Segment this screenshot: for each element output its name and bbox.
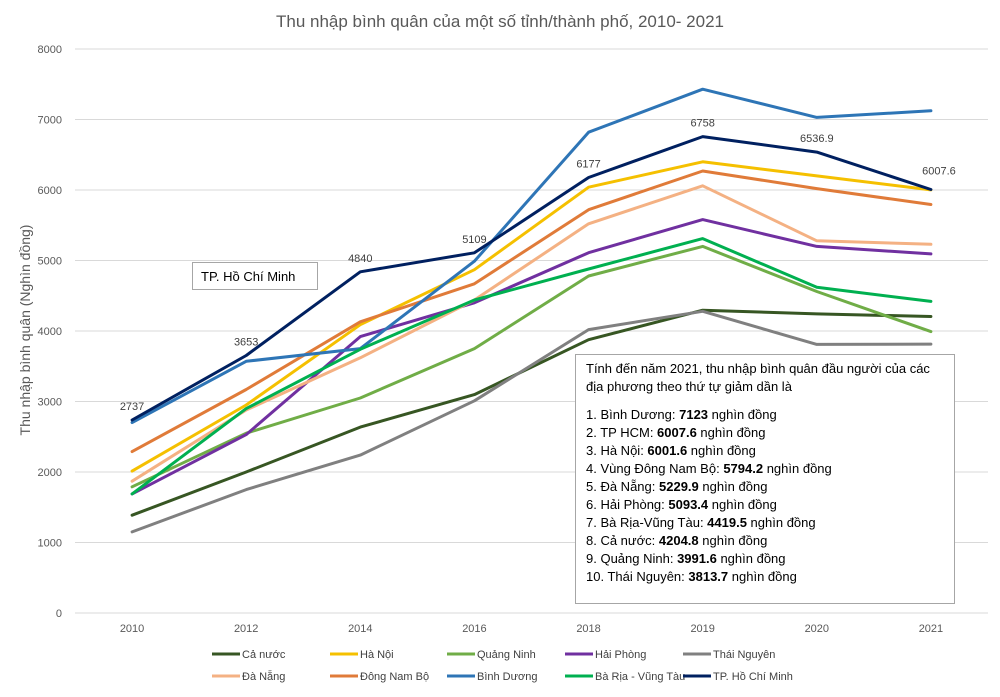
ranking-value: 6001.6 xyxy=(647,443,688,458)
x-tick-labels: 2010 2012 2014 2016 2018 2019 2020 2021 xyxy=(120,623,943,635)
data-label: 5109 xyxy=(462,234,486,246)
y-tick-label: 8000 xyxy=(38,44,62,56)
ranking-item: 6. Hải Phòng: 5093.4 nghìn đồng xyxy=(586,496,944,514)
ranking-unit: nghìn đồng xyxy=(716,551,786,566)
y-tick-label: 4000 xyxy=(38,326,62,338)
ranking-place: 4. Vùng Đông Nam Bộ: xyxy=(586,461,724,476)
ranking-unit: nghìn đồng xyxy=(728,569,797,584)
legend-label: Quảng Ninh xyxy=(477,649,536,661)
ranking-unit: nghìn đồng xyxy=(696,425,766,440)
x-tick-label: 2020 xyxy=(805,623,829,635)
ranking-place: 7. Bà Rịa-Vũng Tàu: xyxy=(586,515,708,530)
series-line xyxy=(130,184,933,483)
x-tick-label: 2012 xyxy=(234,623,258,635)
ranking-place: 10. Thái Nguyên: xyxy=(586,569,689,584)
ranking-list: 1. Bình Dương: 7123 nghìn đồng 2. TP HCM:… xyxy=(586,406,944,586)
ranking-item: 3. Hà Nội: 6001.6 nghìn đồng xyxy=(586,442,944,460)
data-label: 6758 xyxy=(690,118,714,130)
ranking-item: 2. TP HCM: 6007.6 nghìn đồng xyxy=(586,424,944,442)
ranking-value: 5794.2 xyxy=(723,461,764,476)
ranking-value: 4419.5 xyxy=(707,515,747,530)
ranking-item: 8. Cả nước: 4204.8 nghìn đồng xyxy=(586,532,944,550)
ranking-item: 10. Thái Nguyên: 3813.7 nghìn đồng xyxy=(586,568,944,586)
series-line xyxy=(130,218,933,496)
legend-label: Thái Nguyên xyxy=(713,649,775,661)
ranking-place: 8. Cả nước: xyxy=(586,533,659,548)
ranking-item: 5. Đà Nẵng: 5229.9 nghìn đồng xyxy=(586,478,944,496)
city-annotation-text: TP. Hồ Chí Minh xyxy=(201,269,296,284)
ranking-unit: nghìn đồng xyxy=(746,515,816,530)
series-lines xyxy=(130,87,933,534)
y-tick-label: 7000 xyxy=(38,115,62,127)
legend-label: Hải Phòng xyxy=(595,649,646,661)
ranking-unit: nghìn đồng xyxy=(763,461,832,476)
ranking-item: 7. Bà Rịa-Vũng Tàu: 4419.5 nghìn đồng xyxy=(586,514,944,532)
x-tick-label: 2019 xyxy=(690,623,714,635)
x-tick-label: 2021 xyxy=(919,623,943,635)
legend: Cả nước Hà Nội Quảng Ninh Hải Phòng Thái Ngu… xyxy=(212,649,793,683)
x-tick-label: 2014 xyxy=(348,623,372,635)
y-tick-label: 0 xyxy=(56,608,62,620)
x-tick-label: 2010 xyxy=(120,623,144,635)
x-tick-label: 2016 xyxy=(462,623,486,635)
ranking-unit: nghìn đồng xyxy=(698,479,768,494)
data-label: 6007.6 xyxy=(922,165,956,177)
series-line xyxy=(130,160,933,473)
y-tick-label: 1000 xyxy=(38,538,62,550)
series-line xyxy=(130,309,933,534)
data-label: 3653 xyxy=(234,336,258,348)
data-label: 6177 xyxy=(576,159,600,171)
legend-label: TP. Hồ Chí Minh xyxy=(713,671,793,683)
series-line xyxy=(130,237,933,496)
series-line xyxy=(130,244,933,489)
legend-label: Bình Dương xyxy=(477,671,537,683)
ranking-unit: nghìn đồng xyxy=(708,407,777,422)
series-line xyxy=(130,169,933,454)
ranking-value: 6007.6 xyxy=(657,425,697,440)
ranking-unit: nghìn đồng xyxy=(708,497,777,512)
ranking-unit: nghìn đồng xyxy=(698,533,768,548)
ranking-value: 3991.6 xyxy=(677,551,717,566)
y-tick-label: 2000 xyxy=(38,467,62,479)
chart-title: Thu nhập bình quân của một số tỉnh/thành… xyxy=(276,12,724,31)
series-line xyxy=(130,308,933,517)
y-tick-label: 6000 xyxy=(38,185,62,197)
legend-label: Đông Nam Bộ xyxy=(360,671,429,683)
data-label: 2737 xyxy=(120,401,144,413)
summary-intro: Tính đến năm 2021, thu nhập bình quân đầ… xyxy=(586,361,930,394)
legend-label: Đà Nẵng xyxy=(242,670,285,683)
legend-label: Hà Nội xyxy=(360,649,394,661)
ranking-item: 4. Vùng Đông Nam Bộ: 5794.2 nghìn đồng xyxy=(586,460,944,478)
ranking-item: 1. Bình Dương: 7123 nghìn đồng xyxy=(586,406,944,424)
y-tick-labels: 0 1000 2000 3000 4000 5000 6000 7000 8000 xyxy=(38,44,62,620)
ranking-place: 3. Hà Nội: xyxy=(586,443,648,458)
y-axis-label: Thu nhập bình quân (Nghìn đồng) xyxy=(17,225,33,436)
y-tick-label: 5000 xyxy=(38,256,62,268)
ranking-unit: nghìn đồng xyxy=(687,443,756,458)
data-label: 6536.9 xyxy=(800,133,834,145)
ranking-place: 6. Hải Phòng: xyxy=(586,497,669,512)
ranking-place: 2. TP HCM: xyxy=(586,425,658,440)
legend-label: Bà Rịa - Vũng Tàu xyxy=(595,671,685,683)
ranking-place: 9. Quảng Ninh: xyxy=(586,551,678,566)
summary-annotation-box: Tính đến năm 2021, thu nhập bình quân đầ… xyxy=(575,354,955,604)
ranking-value: 4204.8 xyxy=(658,533,699,548)
y-tick-label: 3000 xyxy=(38,397,62,409)
ranking-place: 1. Bình Dương: xyxy=(586,407,680,422)
ranking-value: 5093.4 xyxy=(668,497,709,512)
ranking-item: 9. Quảng Ninh: 3991.6 nghìn đồng xyxy=(586,550,944,568)
x-tick-label: 2018 xyxy=(576,623,600,635)
ranking-value: 7123 xyxy=(679,407,709,422)
data-label: 4840 xyxy=(348,253,372,265)
series-line xyxy=(130,87,933,425)
city-annotation-box: TP. Hồ Chí Minh xyxy=(192,262,318,290)
ranking-value: 3813.7 xyxy=(688,569,729,584)
data-labels: 2737 3653 4840 5109 6177 6758 6536.9 6007.6 xyxy=(120,118,956,413)
legend-label: Cả nước xyxy=(242,649,286,661)
series-line xyxy=(130,135,933,422)
ranking-place: 5. Đà Nẵng: xyxy=(586,479,659,494)
ranking-value: 5229.9 xyxy=(659,479,699,494)
